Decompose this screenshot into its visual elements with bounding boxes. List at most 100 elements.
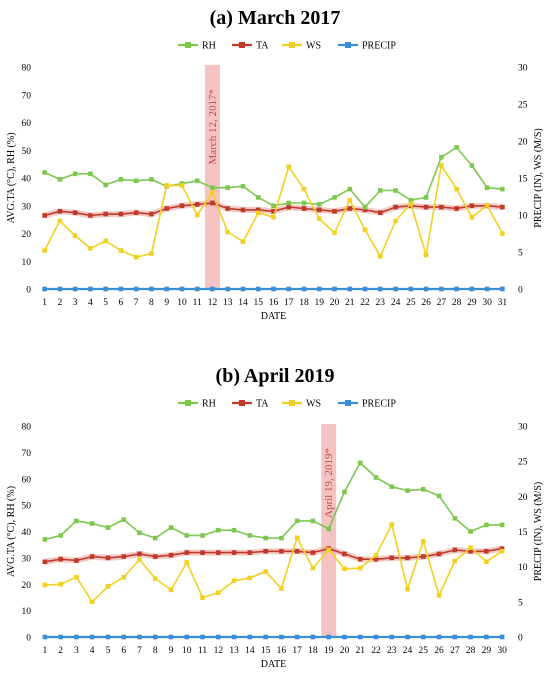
legend-entry: TA	[232, 399, 269, 410]
data-point	[439, 163, 444, 168]
y2-tick-label: 30	[518, 423, 528, 433]
data-point	[121, 554, 127, 559]
x-tick-label: 19	[315, 298, 325, 308]
x-tick-label: 5	[103, 298, 108, 308]
data-point	[393, 188, 398, 193]
data-point	[279, 634, 284, 640]
data-point	[357, 460, 363, 466]
legend-entry: PRECIP	[338, 41, 396, 52]
data-point	[118, 286, 124, 292]
y-axis-right-title: PRECIP (IN), WS (M/S)	[533, 482, 544, 581]
data-point	[454, 186, 459, 192]
y2-tick-label: 10	[518, 563, 528, 573]
data-point	[72, 286, 78, 292]
data-point	[88, 171, 93, 177]
data-point	[405, 555, 410, 561]
data-point	[103, 238, 108, 244]
legend-label: TA	[256, 399, 269, 410]
y-axis-right-title: PRECIP (IN), WS (M/S)	[533, 128, 544, 227]
x-tick-label: 14	[238, 298, 248, 308]
x-tick-label: 2	[58, 298, 63, 308]
y-tick-label: 40	[22, 175, 32, 185]
data-point	[58, 533, 63, 538]
data-point	[42, 248, 47, 253]
data-point	[263, 548, 268, 554]
data-point	[42, 213, 47, 218]
x-tick-label: 1	[42, 298, 47, 308]
legend-label: PRECIP	[362, 41, 396, 52]
data-point	[332, 230, 337, 236]
data-point	[499, 546, 505, 551]
data-point	[137, 551, 142, 557]
y2-tick-label: 0	[518, 634, 523, 644]
data-point	[420, 634, 426, 640]
data-point	[271, 214, 276, 220]
data-point	[89, 634, 95, 640]
data-point	[389, 522, 395, 527]
data-point	[326, 547, 331, 553]
data-point	[42, 286, 47, 292]
data-point	[57, 286, 63, 292]
data-point	[342, 634, 347, 640]
data-point	[231, 527, 237, 533]
data-point	[152, 554, 158, 559]
data-point	[378, 286, 383, 292]
x-tick-label: 20	[340, 646, 350, 656]
data-point	[271, 286, 276, 292]
data-point	[247, 575, 253, 581]
data-point	[420, 539, 426, 544]
series-precip	[42, 634, 505, 640]
x-tick-label: 4	[88, 298, 93, 308]
legend-label: RH	[202, 41, 216, 52]
data-point	[452, 547, 458, 553]
data-point	[468, 634, 473, 640]
series-ws	[42, 522, 505, 605]
data-point	[225, 229, 231, 235]
y2-tick-label: 0	[518, 286, 523, 296]
y2-tick-label: 25	[518, 458, 528, 468]
data-point	[452, 634, 458, 640]
data-point	[423, 252, 429, 258]
data-point	[378, 210, 383, 215]
data-point	[105, 584, 111, 589]
legend-swatch-marker	[345, 42, 351, 48]
data-point	[240, 184, 246, 189]
data-point	[58, 581, 63, 587]
data-point	[294, 518, 300, 524]
data-point	[152, 535, 158, 541]
data-point	[326, 634, 331, 640]
data-point	[133, 178, 139, 184]
x-tick-label: 28	[466, 646, 476, 656]
data-point	[389, 484, 395, 489]
data-point	[484, 203, 490, 208]
data-point	[225, 206, 231, 211]
x-tick-label: 11	[198, 646, 207, 656]
legend-swatch-marker	[185, 42, 191, 48]
y-tick-label: 50	[22, 502, 32, 512]
x-tick-label: 22	[371, 646, 381, 656]
data-point	[58, 634, 63, 640]
data-point	[179, 203, 185, 209]
data-point	[393, 204, 398, 210]
data-point	[310, 518, 316, 524]
y-tick-label: 60	[22, 119, 32, 129]
data-point	[57, 177, 63, 182]
x-tick-label: 20	[330, 298, 340, 308]
data-point	[468, 529, 473, 534]
data-point	[452, 516, 458, 521]
legend-entry: TA	[232, 41, 269, 52]
data-point	[454, 206, 459, 211]
data-point	[423, 286, 429, 292]
data-point	[121, 634, 127, 640]
data-point	[240, 286, 246, 292]
data-point	[247, 634, 253, 640]
legend-entry: PRECIP	[338, 399, 396, 410]
x-tick-label: 3	[73, 298, 78, 308]
data-point	[347, 286, 353, 292]
legend: RH TA WS PRECIP	[178, 399, 396, 410]
y2-tick-label: 30	[518, 64, 528, 74]
data-point	[316, 286, 322, 292]
data-point	[439, 204, 444, 210]
x-tick-label: 23	[387, 646, 397, 656]
